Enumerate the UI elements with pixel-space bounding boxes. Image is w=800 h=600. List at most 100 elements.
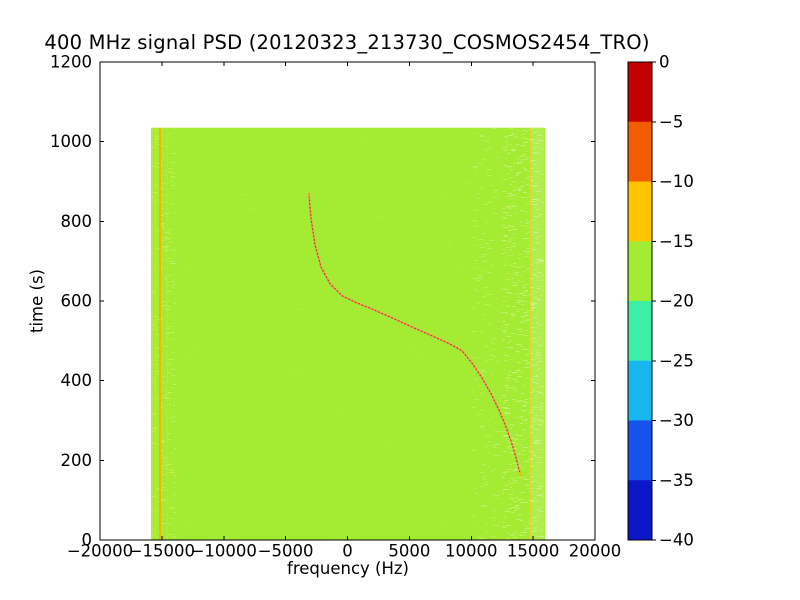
noise-speckle [532, 443, 538, 444]
noise-speckle [483, 287, 488, 288]
noise-speckle [163, 175, 167, 176]
noise-speckle [538, 392, 542, 393]
noise-speckle [511, 205, 513, 206]
noise-speckle [538, 486, 544, 487]
noise-speckle [534, 437, 538, 438]
noise-speckle [538, 420, 544, 421]
noise-speckle [519, 520, 523, 521]
noise-speckle [501, 395, 507, 396]
noise-speckle [534, 354, 541, 355]
noise-speckle [479, 136, 485, 137]
noise-speckle [517, 162, 520, 163]
noise-speckle [532, 382, 536, 383]
noise-speckle [502, 249, 505, 250]
noise-speckle [526, 362, 532, 363]
noise-speckle [505, 167, 508, 168]
noise-speckle [526, 310, 532, 311]
noise-speckle [482, 150, 488, 151]
colorbar-tick-label: 0 [659, 53, 670, 72]
noise-speckle [514, 434, 518, 435]
noise-speckle [170, 286, 174, 287]
noise-speckle [504, 213, 510, 214]
noise-speckle [504, 485, 510, 486]
noise-speckle [157, 167, 161, 168]
noise-speckle [535, 242, 540, 243]
noise-speckle [523, 159, 528, 160]
noise-speckle [535, 191, 542, 192]
noise-speckle [165, 309, 171, 310]
noise-speckle [483, 270, 487, 271]
noise-speckle [161, 240, 165, 241]
noise-speckle [481, 425, 484, 426]
noise-speckle [166, 392, 173, 393]
noise-speckle [528, 185, 535, 186]
noise-speckle [522, 167, 525, 168]
noise-speckle [512, 499, 515, 500]
noise-speckle [174, 303, 176, 304]
x-tick-label: 10000 [445, 542, 498, 561]
noise-speckle [517, 400, 524, 401]
noise-speckle [534, 186, 537, 187]
noise-speckle [161, 247, 168, 248]
noise-speckle [502, 288, 506, 289]
noise-speckle [491, 517, 496, 518]
noise-speckle [525, 290, 529, 291]
noise-speckle [529, 364, 533, 365]
noise-speckle [515, 272, 519, 273]
noise-speckle [505, 413, 511, 414]
noise-speckle [490, 265, 494, 266]
noise-speckle [509, 237, 514, 238]
noise-speckle [516, 302, 521, 303]
noise-speckle [510, 478, 515, 479]
noise-speckle [513, 372, 517, 373]
noise-speckle [165, 398, 172, 399]
noise-speckle [489, 424, 491, 425]
noise-speckle [160, 483, 165, 484]
noise-speckle [524, 528, 531, 529]
noise-speckle [313, 189, 316, 190]
noise-speckle [533, 529, 537, 530]
noise-speckle [501, 326, 504, 327]
noise-speckle [522, 429, 525, 430]
noise-speckle [412, 349, 416, 350]
noise-speckle [523, 226, 529, 227]
noise-speckle [502, 240, 507, 241]
noise-speckle [518, 190, 521, 191]
noise-speckle [528, 500, 534, 501]
noise-speckle [521, 286, 525, 287]
noise-speckle [239, 194, 246, 195]
noise-speckle [540, 148, 544, 149]
noise-speckle [172, 284, 176, 285]
noise-speckle [166, 524, 172, 525]
noise-speckle [509, 464, 513, 465]
noise-speckle [480, 135, 485, 136]
noise-speckle [516, 311, 520, 312]
noise-speckle [493, 213, 498, 214]
noise-speckle [538, 449, 544, 450]
noise-speckle [166, 439, 171, 440]
noise-speckle [482, 464, 486, 465]
noise-speckle [480, 370, 486, 371]
noise-speckle [366, 381, 370, 382]
noise-speckle [516, 130, 519, 131]
noise-speckle [491, 340, 493, 341]
noise-speckle [478, 522, 480, 523]
noise-speckle [540, 388, 542, 389]
noise-speckle [511, 438, 516, 439]
noise-speckle [156, 451, 159, 452]
noise-speckle [508, 184, 512, 185]
noise-speckle [504, 279, 511, 280]
noise-speckle [474, 378, 479, 379]
noise-speckle [493, 394, 496, 395]
noise-speckle [151, 197, 155, 198]
noise-speckle [488, 146, 491, 147]
noise-speckle [180, 198, 183, 199]
noise-speckle [532, 245, 534, 246]
y-axis-label: time (s) [27, 269, 47, 333]
noise-speckle [152, 147, 156, 148]
noise-speckle [168, 172, 175, 173]
noise-speckle [511, 151, 513, 152]
noise-speckle [520, 439, 526, 440]
noise-speckle [527, 412, 534, 413]
noise-speckle [532, 391, 535, 392]
